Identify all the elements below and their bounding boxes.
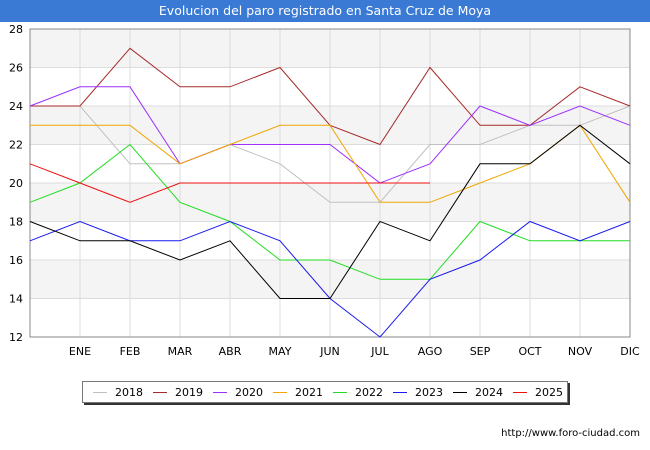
legend-item-2021: 2021 (273, 382, 323, 402)
x-tick-label: ENE (69, 345, 91, 358)
legend-label: 2019 (175, 385, 203, 399)
legend-label: 2023 (415, 385, 443, 399)
y-tick-label: 24 (9, 100, 23, 113)
legend-label: 2018 (115, 385, 143, 399)
legend-item-2024: 2024 (453, 382, 503, 402)
legend-label: 2020 (235, 385, 263, 399)
series-line-2022 (29, 143, 630, 280)
x-tick-label: JUL (370, 345, 389, 358)
series-line-2025 (29, 163, 430, 203)
series-line-2024 (29, 124, 631, 299)
legend-label: 2024 (475, 385, 503, 399)
chart-title: Evolucion del paro registrado en Santa C… (158, 3, 492, 18)
x-tick-label: SEP (470, 345, 491, 358)
x-tick-label: OCT (518, 345, 541, 358)
legend-swatch (453, 391, 467, 393)
x-tick-label: MAY (269, 345, 292, 358)
legend-swatch (333, 391, 347, 393)
series-line-2020 (29, 86, 631, 184)
y-tick-label: 14 (9, 293, 23, 306)
legend-label: 2022 (355, 385, 383, 399)
legend-swatch (153, 391, 167, 393)
y-tick-label: 20 (9, 177, 23, 190)
x-tick-label: ABR (219, 345, 242, 358)
x-tick-label: NOV (568, 345, 593, 358)
title-bar (0, 0, 650, 22)
source-credit: http://www.foro-ciudad.com (501, 428, 640, 439)
x-tick-label: FEB (120, 345, 141, 358)
legend-swatch (393, 391, 407, 393)
legend-item-2018: 2018 (93, 382, 143, 402)
chart-legend: 2018 2019 2020 2021 2022 2023 2024 2025 (82, 381, 568, 403)
y-tick-label: 18 (9, 216, 23, 229)
legend-item-2023: 2023 (393, 382, 443, 402)
x-tick-label: DIC (620, 345, 640, 358)
legend-swatch (273, 391, 287, 393)
y-tick-label: 12 (9, 331, 23, 344)
legend-label: 2025 (535, 385, 563, 399)
legend-item-2019: 2019 (153, 382, 203, 402)
legend-swatch (93, 391, 107, 393)
y-tick-label: 16 (9, 254, 23, 267)
y-tick-label: 22 (9, 139, 23, 152)
y-tick-label: 28 (9, 23, 23, 36)
legend-swatch (513, 391, 527, 393)
legend-swatch (213, 391, 227, 393)
legend-label: 2021 (295, 385, 323, 399)
x-tick-label: MAR (168, 345, 193, 358)
legend-item-2025: 2025 (513, 382, 563, 402)
legend-item-2020: 2020 (213, 382, 263, 402)
legend-item-2022: 2022 (333, 382, 383, 402)
x-tick-label: AGO (418, 345, 443, 358)
x-tick-label: JUN (319, 345, 340, 358)
plot-border (29, 28, 631, 338)
y-tick-label: 26 (9, 62, 23, 75)
